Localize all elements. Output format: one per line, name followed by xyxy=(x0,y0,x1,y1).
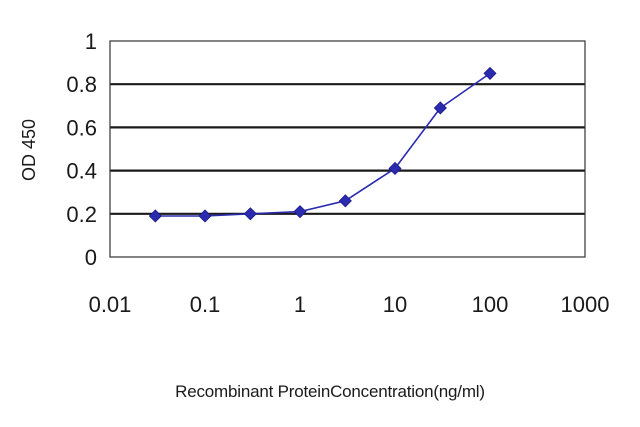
y-tick-label: 0 xyxy=(85,245,97,270)
y-axis-title: OD 450 xyxy=(19,119,39,181)
y-tick-label: 0.2 xyxy=(66,202,97,227)
y-tick-label: 0.4 xyxy=(66,159,97,184)
plot-frame xyxy=(109,40,586,258)
x-axis-title: Recombinant ProteinConcentration(ng/ml) xyxy=(175,382,485,401)
y-tick-label: 0.6 xyxy=(66,115,97,140)
x-tick-label: 0.01 xyxy=(89,292,132,317)
x-tick-label: 10 xyxy=(383,292,407,317)
y-tick-labels: 0 0.2 0.4 0.6 0.8 1 xyxy=(66,29,97,270)
data-point xyxy=(243,207,257,221)
data-point xyxy=(483,66,497,80)
x-tick-label: 1 xyxy=(294,292,306,317)
data-point xyxy=(433,101,447,115)
data-point xyxy=(148,209,162,223)
series-layer xyxy=(148,66,497,223)
x-tick-labels: 0.01 0.1 1 10 100 1000 xyxy=(89,292,610,317)
x-tick-label: 0.1 xyxy=(190,292,221,317)
x-tick-label: 1000 xyxy=(561,292,610,317)
y-tick-label: 0.8 xyxy=(66,72,97,97)
data-point xyxy=(338,194,352,208)
x-tick-label: 100 xyxy=(472,292,509,317)
y-tick-label: 1 xyxy=(85,29,97,54)
data-point xyxy=(293,205,307,219)
gridlines xyxy=(110,83,585,215)
data-point xyxy=(388,161,402,176)
data-point xyxy=(198,209,212,223)
series-line-0 xyxy=(155,72,491,217)
